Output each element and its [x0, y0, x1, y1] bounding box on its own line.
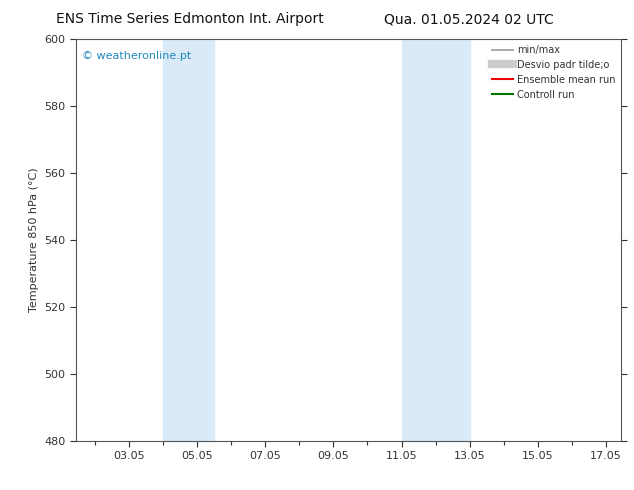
Y-axis label: Temperature 850 hPa (°C): Temperature 850 hPa (°C): [29, 168, 39, 313]
Text: Qua. 01.05.2024 02 UTC: Qua. 01.05.2024 02 UTC: [384, 12, 554, 26]
Bar: [401, 39, 470, 441]
Text: © weatheronline.pt: © weatheronline.pt: [82, 51, 191, 61]
Text: ENS Time Series Edmonton Int. Airport: ENS Time Series Edmonton Int. Airport: [56, 12, 324, 26]
Bar: [163, 39, 214, 441]
Legend: min/max, Desvio padr tilde;o, Ensemble mean run, Controll run: min/max, Desvio padr tilde;o, Ensemble m…: [488, 41, 619, 103]
